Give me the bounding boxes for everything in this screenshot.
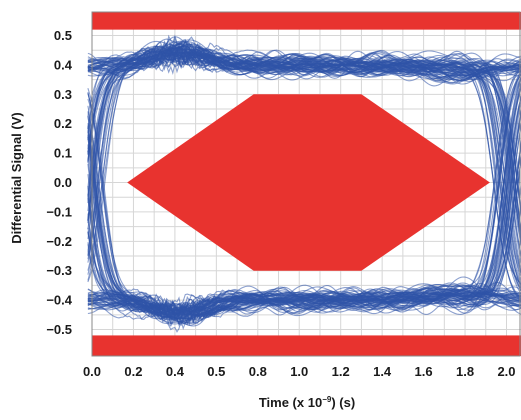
eye-trace bbox=[87, 186, 521, 318]
mask-hexagon bbox=[127, 94, 490, 271]
eye-trace bbox=[87, 44, 521, 271]
eye-trace bbox=[87, 111, 521, 326]
y-tick-label: 0.4 bbox=[54, 57, 73, 72]
x-tick-label: 0.0 bbox=[83, 364, 101, 379]
y-tick-label: 0.1 bbox=[54, 146, 72, 161]
y-tick-label: −0.2 bbox=[46, 234, 72, 249]
y-tick-label: 0.3 bbox=[54, 87, 72, 102]
mask-bottom-band bbox=[92, 335, 521, 356]
mask-top-band bbox=[92, 12, 521, 30]
y-tick-label: 0.2 bbox=[54, 116, 72, 131]
eye-trace bbox=[87, 53, 521, 301]
y-tick-label: −0.3 bbox=[46, 263, 72, 278]
eye-trace bbox=[87, 42, 521, 285]
y-tick-label: 0.5 bbox=[54, 28, 72, 43]
x-tick-label: 1.4 bbox=[373, 364, 392, 379]
y-axis-ticks: 0.5 0.4 0.3 0.2 0.1 0.0 −0.1 −0.2 −0.3 −0.4 −0.5 bbox=[46, 28, 72, 337]
eye-trace bbox=[87, 73, 521, 316]
eye-trace bbox=[87, 43, 521, 260]
eye-mask bbox=[92, 12, 521, 356]
x-tick-label: 2.0 bbox=[497, 364, 515, 379]
y-axis-title: Differential Signal (V) bbox=[9, 112, 24, 243]
eye-traces bbox=[87, 34, 521, 333]
x-tick-label: 0.8 bbox=[249, 364, 267, 379]
x-tick-label: 0.5 bbox=[207, 364, 225, 379]
x-tick-label: 1.8 bbox=[456, 364, 474, 379]
y-tick-label: −0.4 bbox=[46, 293, 72, 308]
x-tick-label: 1.0 bbox=[290, 364, 308, 379]
y-tick-label: 0.0 bbox=[54, 175, 72, 190]
eye-trace bbox=[87, 53, 521, 211]
plot-frame bbox=[91, 11, 521, 357]
y-tick-label: −0.5 bbox=[46, 322, 72, 337]
eye-trace bbox=[87, 142, 521, 319]
x-tick-label: 1.2 bbox=[332, 364, 350, 379]
eye-trace bbox=[87, 36, 521, 233]
y-tick-label: −0.1 bbox=[46, 204, 72, 219]
x-tick-label: 0.2 bbox=[124, 364, 142, 379]
x-tick-label: 1.6 bbox=[415, 364, 433, 379]
eye-trace bbox=[87, 42, 521, 274]
x-axis-ticks: 0.0 0.2 0.4 0.5 0.8 1.0 1.2 1.4 1.6 1.8 2.0 bbox=[83, 364, 516, 379]
eye-trace bbox=[87, 111, 521, 312]
eye-trace bbox=[87, 42, 521, 275]
x-axis-title: Time (x 10−9) (s) bbox=[259, 395, 355, 410]
x-tick-label: 0.4 bbox=[166, 364, 185, 379]
